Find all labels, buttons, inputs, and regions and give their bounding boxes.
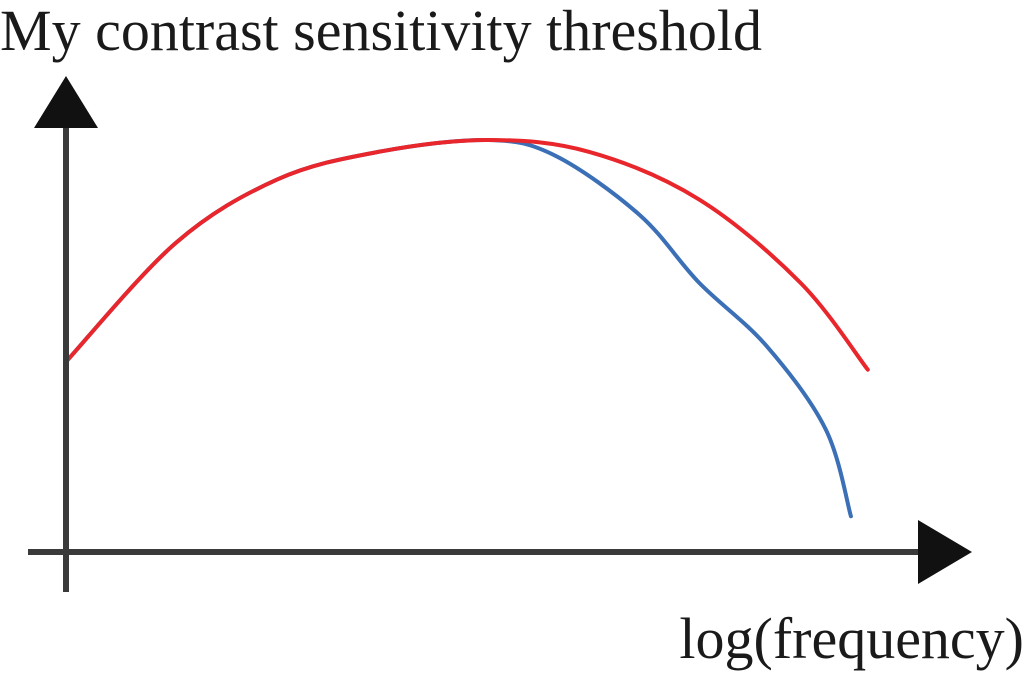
x-axis-label: log(frequency) <box>679 606 1024 671</box>
chart-title: My contrast sensitivity threshold <box>0 0 762 63</box>
y-axis-arrow <box>34 76 98 128</box>
series-line-2 <box>64 137 853 519</box>
series-layer <box>64 137 870 519</box>
series-line-1 <box>64 138 870 372</box>
x-axis-arrow <box>918 520 972 584</box>
